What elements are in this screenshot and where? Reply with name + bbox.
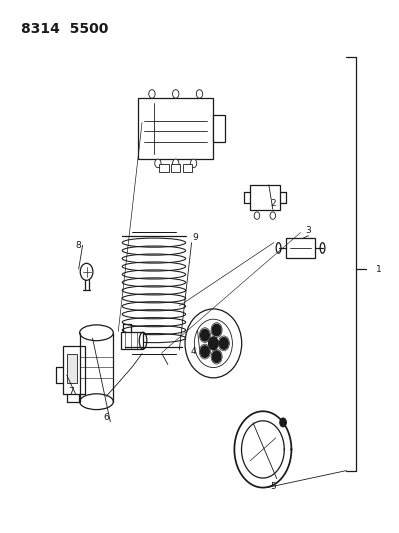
Text: 9: 9 bbox=[193, 233, 198, 242]
Circle shape bbox=[172, 90, 179, 98]
Circle shape bbox=[280, 418, 286, 427]
Circle shape bbox=[254, 212, 260, 219]
Text: 4: 4 bbox=[191, 347, 196, 356]
Circle shape bbox=[201, 329, 209, 341]
Bar bbox=[159, 165, 169, 172]
Bar bbox=[286, 238, 315, 258]
Bar bbox=[63, 346, 85, 394]
Circle shape bbox=[155, 159, 161, 167]
Text: 6: 6 bbox=[103, 413, 109, 422]
Text: 8: 8 bbox=[76, 241, 81, 250]
Circle shape bbox=[270, 212, 276, 219]
Bar bbox=[121, 332, 143, 349]
Text: 7: 7 bbox=[68, 386, 73, 395]
Circle shape bbox=[201, 346, 209, 358]
Circle shape bbox=[190, 159, 197, 167]
Bar bbox=[183, 165, 192, 172]
Text: 8314  5500: 8314 5500 bbox=[21, 21, 109, 36]
Bar bbox=[250, 185, 280, 211]
Circle shape bbox=[149, 90, 155, 98]
Bar bbox=[138, 98, 213, 159]
Circle shape bbox=[172, 159, 179, 167]
Text: 5: 5 bbox=[270, 482, 276, 491]
Bar bbox=[171, 165, 180, 172]
Bar bbox=[67, 354, 77, 383]
Text: 1: 1 bbox=[376, 265, 381, 273]
Text: 2: 2 bbox=[270, 199, 276, 208]
Circle shape bbox=[80, 263, 93, 280]
Circle shape bbox=[212, 351, 221, 362]
Circle shape bbox=[219, 337, 228, 349]
Bar bbox=[213, 115, 225, 142]
Circle shape bbox=[209, 337, 218, 350]
Text: 3: 3 bbox=[306, 226, 311, 235]
Circle shape bbox=[196, 90, 203, 98]
Circle shape bbox=[212, 324, 221, 336]
